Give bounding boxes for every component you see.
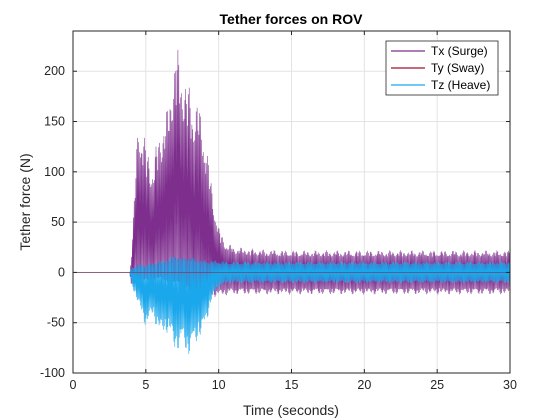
legend-label-tz: Tz (Heave) [431, 78, 490, 92]
x-tick-label: 0 [70, 378, 77, 392]
x-tick-label: 30 [503, 378, 517, 392]
axis-ticks: 0 5 10 15 20 25 30 -100 -50 0 50 100 150 200 [40, 31, 517, 392]
legend-label-ty: Ty (Sway) [431, 61, 484, 75]
y-tick-label: 150 [44, 115, 65, 129]
y-tick-label: -100 [40, 366, 65, 380]
y-tick-label: 50 [51, 215, 65, 229]
series-line [73, 256, 510, 355]
y-tick-label: 100 [44, 165, 65, 179]
y-axis-label: Tether force (N) [17, 153, 33, 250]
legend: Tx (Surge) Ty (Sway) Tz (Heave) [385, 40, 499, 96]
x-tick-label: 5 [142, 378, 149, 392]
y-tick-label: 200 [44, 64, 65, 78]
x-axis-label: Time (seconds) [243, 402, 339, 418]
y-tick-label: 0 [58, 265, 65, 279]
y-tick-label: -50 [47, 316, 65, 330]
x-tick-label: 25 [430, 378, 444, 392]
legend-label-tx: Tx (Surge) [431, 44, 488, 58]
x-tick-label: 15 [285, 378, 299, 392]
chart-title: Tether forces on ROV [220, 11, 364, 27]
x-tick-label: 20 [357, 378, 371, 392]
x-tick-label: 10 [212, 378, 226, 392]
series-2 [73, 256, 510, 355]
